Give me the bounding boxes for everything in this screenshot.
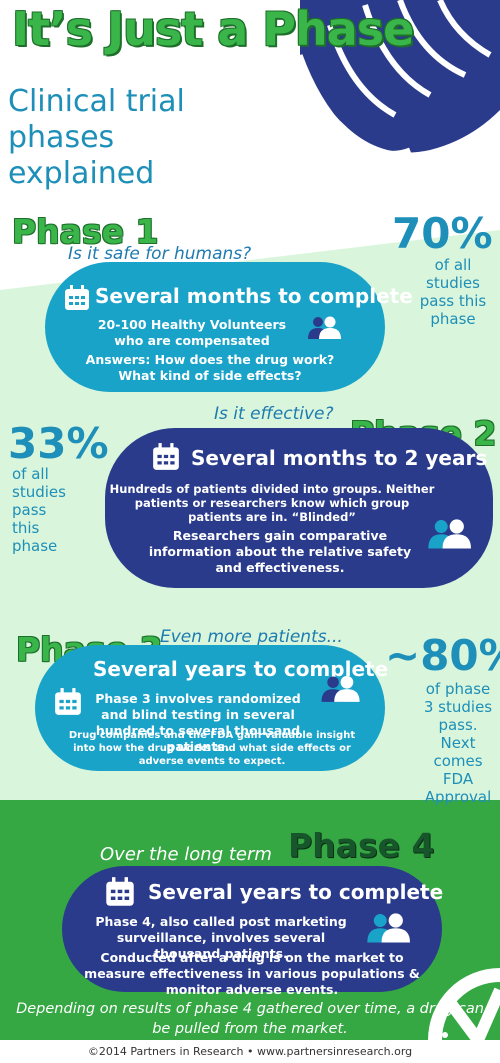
phase1-pass-rate: 70% — [392, 209, 493, 258]
phase2-duration: Several months to 2 years — [191, 446, 488, 470]
phase2-question: Is it effective? — [214, 404, 334, 424]
phase2-pass-note: of all studies pass this phase — [12, 465, 66, 555]
people-icon — [428, 519, 471, 549]
phase3-participants: Phase 3 involves randomized and blind te… — [95, 691, 301, 754]
phase3-pass-note: of phase 3 studies pass. Next comes FDA … — [423, 680, 493, 806]
page-title: It’s Just a Phase — [12, 2, 414, 56]
phase2-participants: Hundreds of patients divided into groups… — [109, 482, 435, 524]
phase4-question: Over the long term — [100, 844, 272, 865]
phase4-outcome: Conducted after a drug is on the market … — [84, 950, 420, 997]
phase1-card: Several months to complete 20-100 Health… — [45, 262, 413, 392]
calendar-icon — [65, 285, 89, 310]
phase3-question: Even more patients... — [160, 627, 343, 647]
phase4-card: Several years to complete Phase 4, also … — [62, 866, 444, 997]
phase4-duration: Several years to complete — [148, 880, 444, 904]
phase4-participants: Phase 4, also called post marketing surv… — [95, 914, 347, 961]
phase3-pass-rate: ~80% — [385, 631, 500, 680]
calendar-icon — [55, 688, 81, 715]
page-subtitle: Clinical trial phases explained — [8, 84, 185, 191]
phase3-outcome: Drug companies and the FDA gain valuable… — [68, 730, 356, 767]
people-icon — [308, 316, 341, 339]
calendar-icon — [106, 877, 134, 906]
phase1-answers: Answers: How does the drug work? What ki… — [85, 352, 335, 383]
phase2-card: Several months to 2 years Hundreds of pa… — [105, 428, 493, 588]
phase3-card: Several years to complete Phase 3 involv… — [35, 645, 389, 771]
phase2-outcome: Researchers gain comparative information… — [148, 528, 412, 575]
phase1-question: Is it safe for humans? — [68, 244, 252, 264]
phase1-duration: Several months to complete — [95, 284, 413, 308]
capsule-icon — [297, 0, 500, 156]
footer-credit: ©2014 Partners in Research • www.partner… — [0, 1040, 500, 1063]
people-icon — [367, 913, 410, 943]
people-icon — [321, 675, 360, 702]
phase1-pass-note: of all studies pass this phase — [419, 256, 487, 328]
phase1-title: Phase 1 — [12, 212, 159, 251]
footnote: Depending on results of phase 4 gathered… — [16, 1001, 484, 1037]
phase2-pass-rate: 33% — [8, 419, 109, 468]
phase3-duration: Several years to complete — [93, 657, 389, 681]
phase1-participants: 20-100 Healthy Volunteers who are compen… — [97, 317, 287, 348]
calendar-icon — [153, 443, 179, 470]
phase4-title: Phase 4 — [288, 826, 435, 865]
